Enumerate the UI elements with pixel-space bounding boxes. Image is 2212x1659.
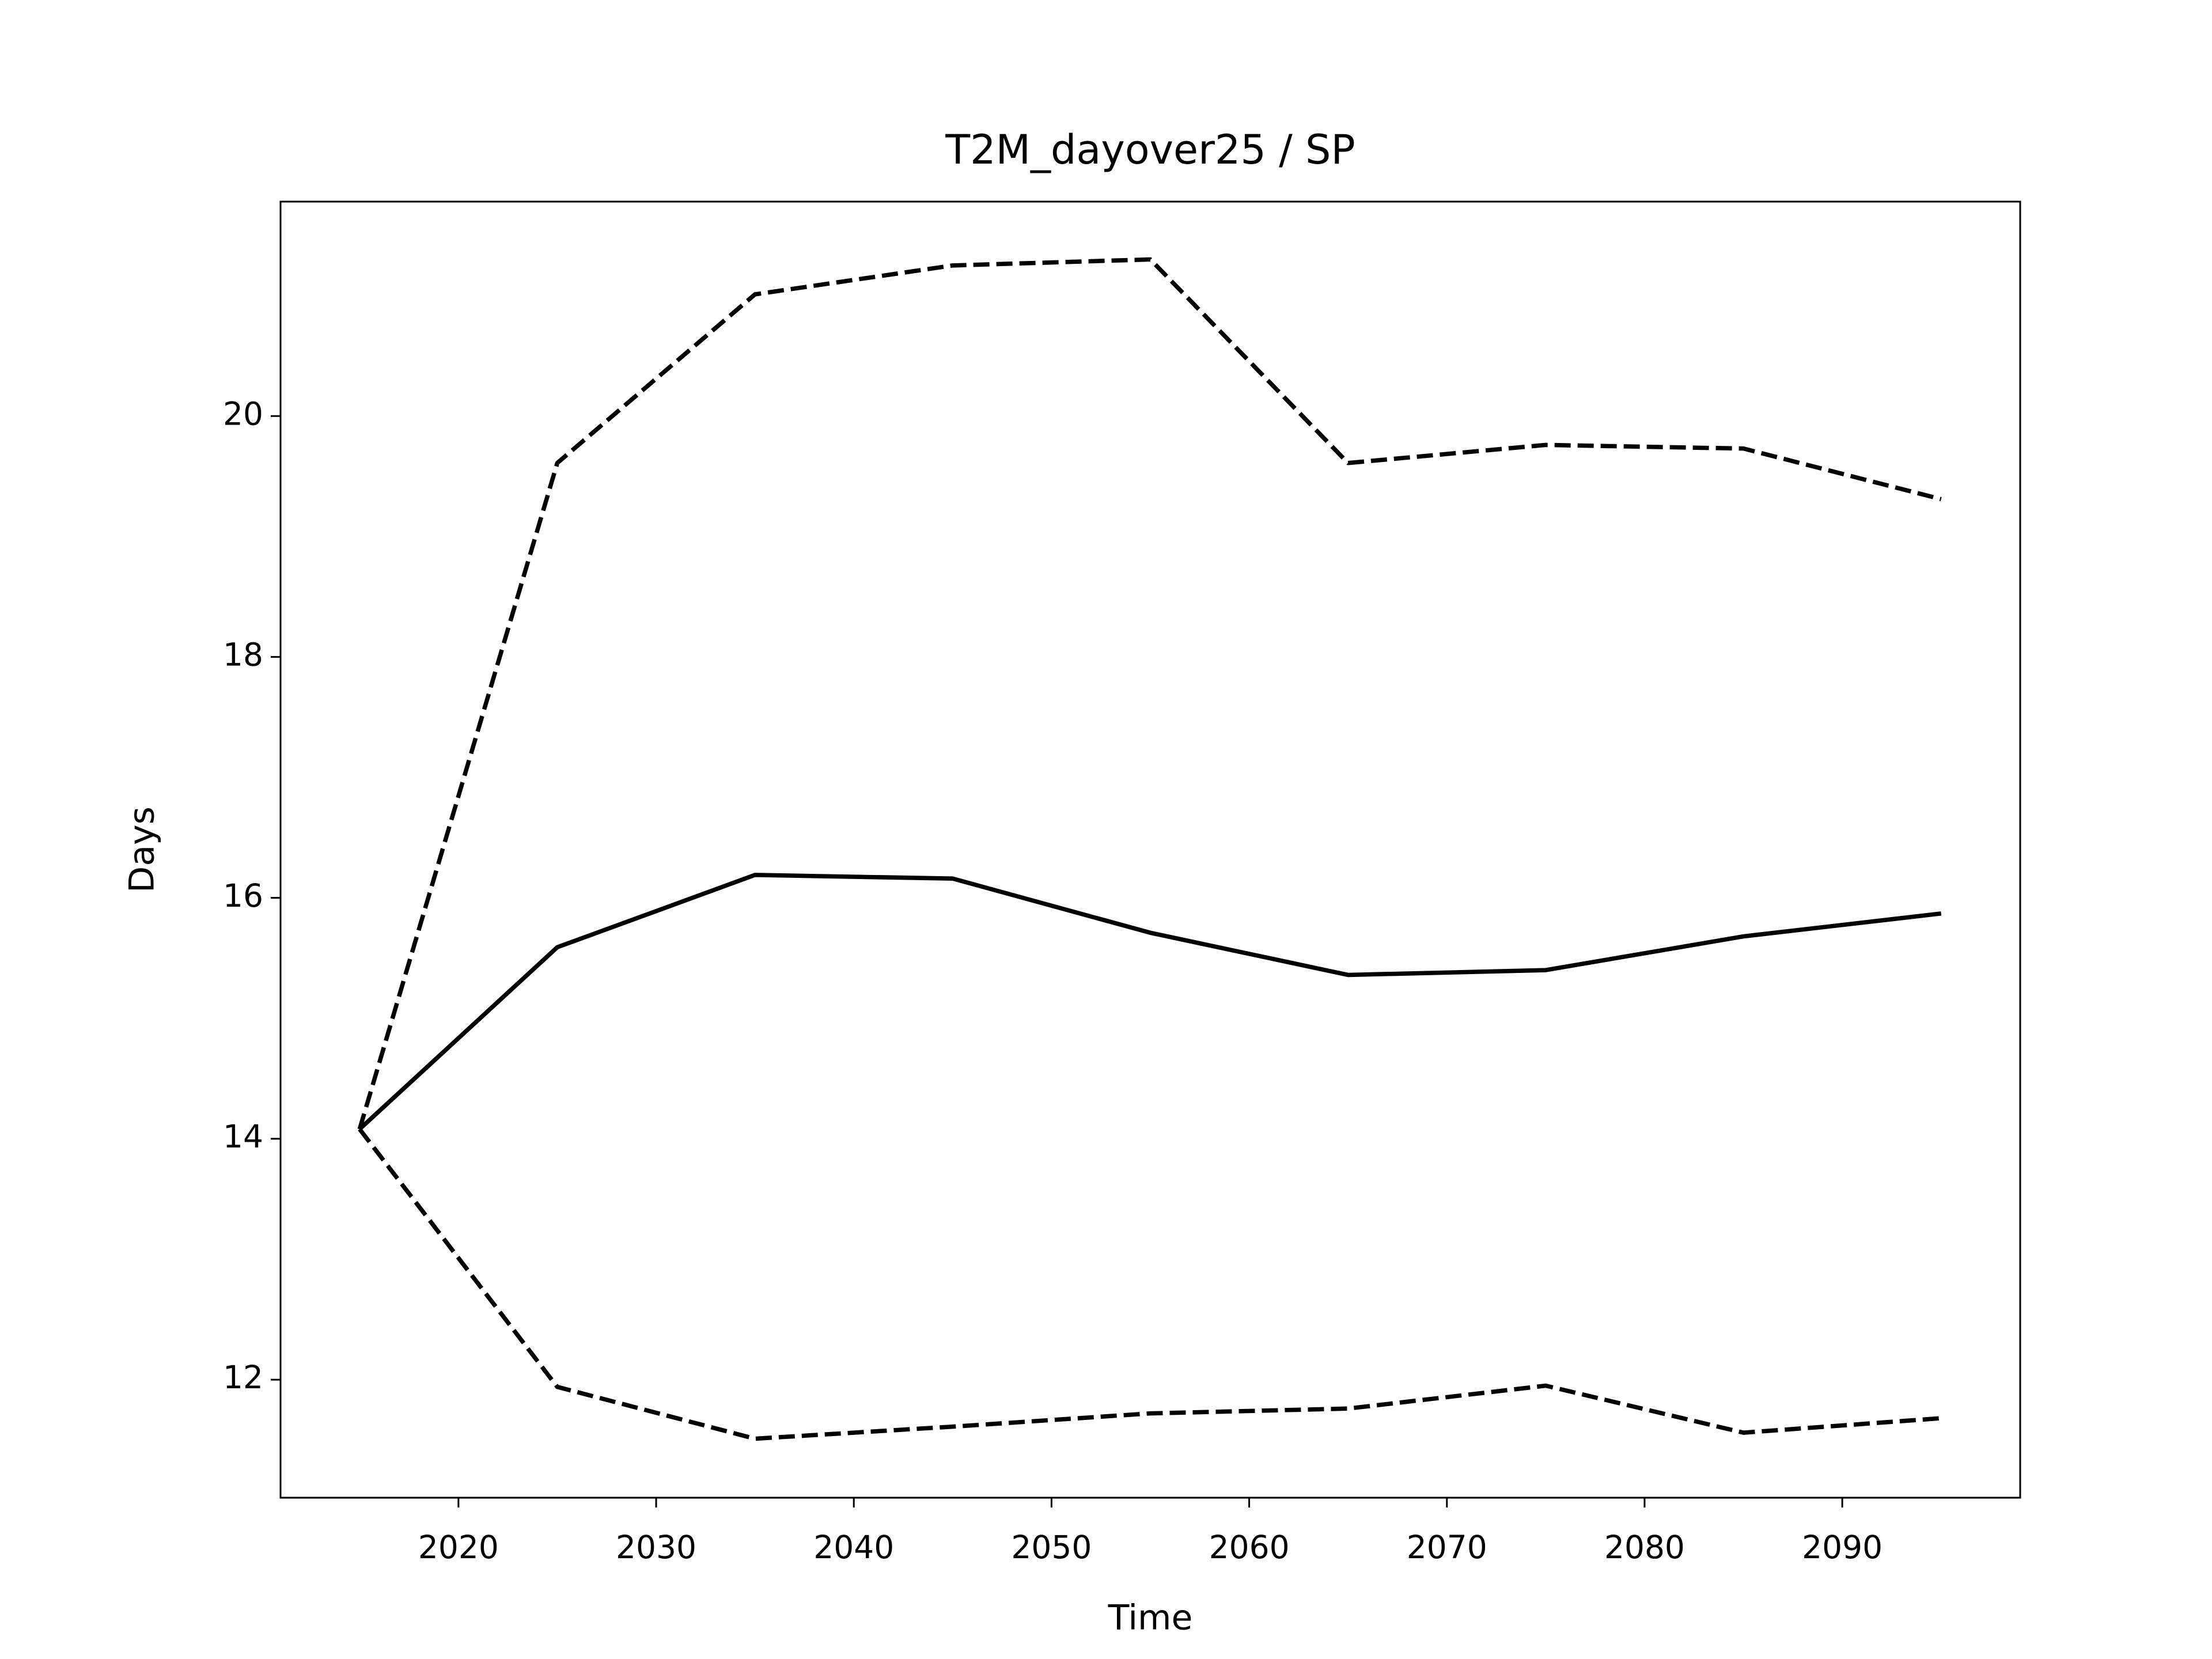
- series-line: [358, 873, 1942, 1131]
- y-tick-label: 12: [223, 1359, 263, 1396]
- x-tick-label: 2050: [1011, 1529, 1092, 1566]
- y-axis-label: Days: [122, 806, 162, 893]
- series-line: [358, 1127, 1942, 1441]
- y-tick-label: 20: [223, 395, 263, 432]
- plot-frame: [279, 200, 2021, 1499]
- x-tick-label: 2060: [1209, 1529, 1290, 1566]
- y-tick-label: 14: [223, 1118, 263, 1155]
- x-tick-label: 2080: [1604, 1529, 1685, 1566]
- x-tick-label: 2040: [813, 1529, 894, 1566]
- x-tick-label: 2070: [1407, 1529, 1487, 1566]
- x-tick-label: 2020: [418, 1529, 499, 1566]
- x-tick-label: 2090: [1802, 1529, 1883, 1566]
- chart-title: T2M_dayover25 / SP: [945, 126, 1355, 173]
- x-axis-label: Time: [1108, 1598, 1193, 1638]
- x-tick-label: 2030: [616, 1529, 696, 1566]
- series-line: [357, 257, 1942, 1130]
- y-tick-label: 18: [223, 637, 263, 673]
- y-tick-label: 16: [223, 877, 263, 914]
